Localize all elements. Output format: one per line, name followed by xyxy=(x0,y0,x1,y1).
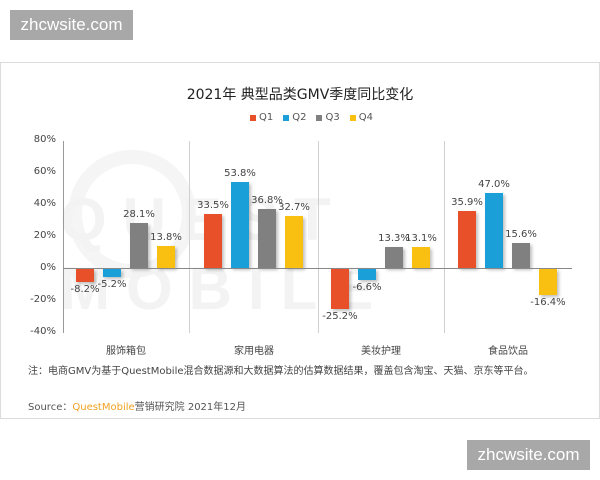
chart-note: 注：电商GMV为基于QuestMobile混合数据源和大数据算法的估算数据结果，… xyxy=(28,366,534,377)
value-label: 32.7% xyxy=(278,201,310,213)
bar-q3 xyxy=(385,246,403,268)
value-label: 35.9% xyxy=(451,196,483,208)
bar-q3 xyxy=(258,209,276,268)
category-separator xyxy=(189,141,190,333)
y-tick: -40% xyxy=(30,326,56,337)
bar-q4 xyxy=(157,245,175,268)
bar-q4 xyxy=(412,247,430,268)
legend-swatch-q4 xyxy=(349,114,356,121)
zero-baseline xyxy=(63,268,572,269)
bar-q1 xyxy=(331,269,349,310)
value-label: -5.2% xyxy=(97,279,127,291)
category-label: 家用电器 xyxy=(234,346,274,357)
value-label: 15.6% xyxy=(505,229,537,241)
bar-q1 xyxy=(458,210,476,268)
watermark-top: zhcwsite.com xyxy=(10,10,133,40)
value-label: -25.2% xyxy=(322,311,358,323)
category-label: 美妆护理 xyxy=(361,346,401,357)
value-label: 33.5% xyxy=(197,200,229,212)
chart-legend: Q1 Q2 Q3 Q4 xyxy=(250,112,373,123)
legend-swatch-q2 xyxy=(283,114,290,121)
source-brand: QuestMobile xyxy=(72,402,135,413)
category-label: 服饰箱包 xyxy=(106,346,146,357)
bar-q1 xyxy=(204,214,222,268)
legend-item-q1: Q1 xyxy=(250,112,273,123)
category-label: 食品饮品 xyxy=(488,346,528,357)
source-line: Source：QuestMobile营销研究院 2021年12月 xyxy=(28,398,246,413)
value-label: 13.8% xyxy=(150,231,182,243)
value-label: -6.6% xyxy=(352,281,382,293)
bar-q1 xyxy=(76,269,94,283)
bar-q4 xyxy=(539,269,557,296)
y-tick: 40% xyxy=(33,198,56,209)
chart-title: 2021年 典型品类GMV季度同比变化 xyxy=(186,87,414,103)
y-tick: 60% xyxy=(33,166,56,177)
value-label: -8.2% xyxy=(70,284,100,296)
source-prefix: Source： xyxy=(28,402,73,413)
legend-item-q4: Q4 xyxy=(349,112,373,123)
legend-item-q3: Q3 xyxy=(316,112,340,123)
bar-q2 xyxy=(231,181,249,268)
value-label: 36.8% xyxy=(251,195,283,207)
y-tick: -20% xyxy=(30,294,56,305)
bar-q4 xyxy=(285,215,303,268)
source-suffix: 营销研究院 2021年12月 xyxy=(134,402,247,413)
value-label: 13.3% xyxy=(378,232,410,244)
category-separator xyxy=(318,141,319,333)
y-tick: 20% xyxy=(33,230,56,241)
category-separator xyxy=(444,141,445,333)
value-label: 13.1% xyxy=(405,233,437,245)
bar-q2 xyxy=(103,269,121,278)
bar-q3 xyxy=(512,243,530,268)
y-tick: 80% xyxy=(33,134,56,145)
bar-q2 xyxy=(358,269,376,280)
legend-swatch-q1 xyxy=(250,114,256,121)
bar-q3 xyxy=(130,223,148,268)
value-label: 53.8% xyxy=(224,167,256,179)
legend-item-q2: Q2 xyxy=(283,112,306,123)
watermark-bottom: zhcwsite.com xyxy=(467,440,590,470)
value-label: 47.0% xyxy=(478,178,510,190)
value-label: -16.4% xyxy=(530,297,566,309)
y-axis-line xyxy=(63,141,64,333)
bar-q2 xyxy=(485,192,503,268)
y-tick: 0% xyxy=(40,262,56,273)
legend-swatch-q3 xyxy=(316,114,323,121)
value-label: 28.1% xyxy=(123,209,155,221)
